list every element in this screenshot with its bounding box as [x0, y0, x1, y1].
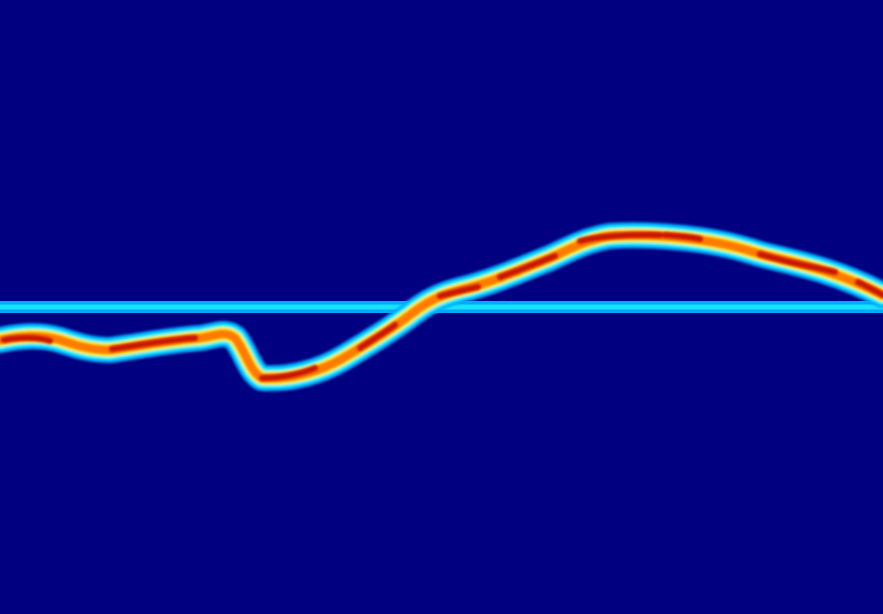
heat-cores	[1, 231, 883, 381]
heat-core-segment	[357, 322, 398, 351]
heat-core-segment	[855, 279, 883, 298]
heat-core-segment	[497, 253, 558, 280]
heat-core-segment	[437, 284, 481, 299]
heat-core-segment	[577, 231, 663, 244]
heat-core-segment	[109, 335, 198, 352]
heat-core-segment	[757, 251, 838, 275]
heat-core-segment	[1, 334, 53, 344]
heat-core-segment	[662, 232, 703, 242]
heat-core-segment	[259, 365, 318, 381]
